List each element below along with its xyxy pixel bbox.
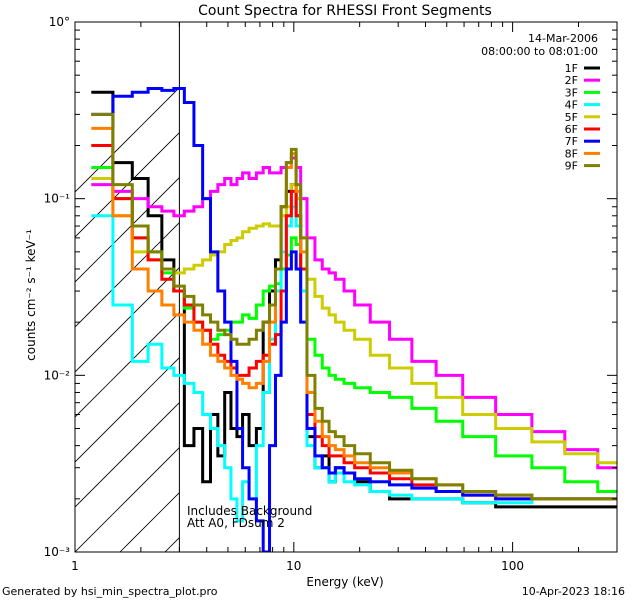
hatch-line <box>75 222 180 328</box>
time-range: 08:00:00 to 08:01:00 <box>481 45 598 58</box>
legend-label-4F: 4F <box>565 99 578 112</box>
x-tick-label-10: 10 <box>286 559 301 573</box>
series-lines <box>91 87 617 552</box>
legend-label-6F: 6F <box>565 123 578 136</box>
observation-date: 14-Mar-2006 <box>528 32 598 45</box>
annotation-background: Includes Background <box>187 504 312 518</box>
x-tick-label-100: 100 <box>501 559 524 573</box>
footer-timestamp: 10-Apr-2023 18:16 <box>522 585 625 598</box>
hatch-line <box>75 177 180 283</box>
series-line-9F <box>91 112 617 501</box>
legend-label-1F: 1F <box>565 62 578 75</box>
hatch-line <box>255 22 640 552</box>
plot-frame <box>74 21 618 553</box>
hatch-line <box>75 447 180 552</box>
series-line-5F <box>91 177 617 465</box>
hatch-line <box>75 267 180 373</box>
hatch-line <box>570 22 640 552</box>
x-axis-label: Energy (keV) <box>306 575 383 589</box>
hatch-line <box>75 87 180 193</box>
hatch-line <box>75 132 180 238</box>
legend-label-8F: 8F <box>565 147 578 160</box>
x-tick-label-1: 1 <box>71 559 79 573</box>
hatch-line <box>75 402 180 508</box>
annotation-attenuator: Att A0, FDsum 2 <box>187 516 285 530</box>
legend-label-9F: 9F <box>565 160 578 173</box>
hatch-line <box>390 22 640 552</box>
legend-label-7F: 7F <box>565 135 578 148</box>
series-line-1F <box>91 90 617 509</box>
legend-label-5F: 5F <box>565 111 578 124</box>
y-tick-label-1e0: 10° <box>49 15 70 29</box>
hatch-line <box>480 22 640 552</box>
hatch-line <box>525 22 640 552</box>
legend-label-3F: 3F <box>565 86 578 99</box>
y-tick-label-1e-2: 10⁻² <box>44 368 71 382</box>
hatched-region <box>75 22 640 552</box>
chart-title: Count Spectra for RHESSI Front Segments <box>198 3 492 19</box>
legend-label-2F: 2F <box>565 74 578 87</box>
series-line-7F <box>91 87 617 552</box>
y-tick-label-1e-3: 10⁻³ <box>44 545 71 559</box>
hatch-line <box>615 22 640 552</box>
y-axis-label: counts cm⁻² s⁻¹ keV⁻¹ <box>24 229 38 361</box>
footer-generator: Generated by hsi_min_spectra_plot.pro <box>2 585 218 598</box>
hatch-line <box>435 22 640 552</box>
axis-ticks <box>74 22 618 553</box>
series-line-6F <box>91 143 617 501</box>
y-tick-label-1e-1: 10⁻¹ <box>44 192 71 206</box>
